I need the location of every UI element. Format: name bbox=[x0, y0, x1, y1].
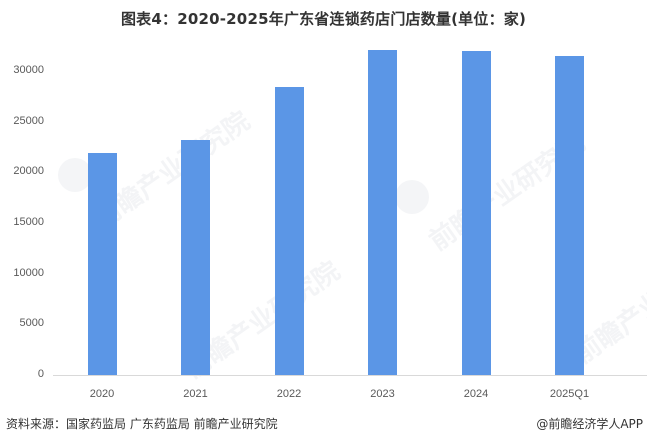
chart-title: 图表4：2020-2025年广东省连锁药店门店数量(单位：家) bbox=[120, 10, 527, 28]
bar-2025Q1 bbox=[555, 55, 584, 375]
watermark-logo-icon bbox=[395, 180, 429, 214]
x-tick-label: 2021 bbox=[183, 388, 208, 400]
y-tick-label: 10000 bbox=[13, 266, 44, 279]
bar-2021 bbox=[181, 139, 210, 375]
x-tick-label: 2023 bbox=[370, 388, 395, 400]
x-tick-label: 2020 bbox=[89, 388, 115, 400]
y-tick-label: 0 bbox=[37, 368, 44, 380]
y-tick-label: 30000 bbox=[13, 64, 44, 76]
bar-2020 bbox=[87, 153, 117, 375]
y-tick-label: 5000 bbox=[19, 317, 44, 330]
source-note: 资料来源：国家药监局 广东药监局 前瞻产业研究院 bbox=[6, 417, 278, 431]
bar-2023 bbox=[368, 49, 397, 375]
y-tick-label: 25000 bbox=[13, 114, 44, 127]
bar-2024 bbox=[461, 50, 491, 375]
x-axis-line bbox=[53, 375, 647, 376]
x-tick-label: 2022 bbox=[276, 388, 302, 400]
y-tick-label: 15000 bbox=[13, 216, 44, 228]
x-tick-label: 2024 bbox=[463, 388, 489, 400]
credit-note: @前瞻经济学人APP bbox=[536, 417, 643, 431]
bar-2022 bbox=[274, 87, 304, 375]
y-tick-label: 20000 bbox=[13, 165, 44, 178]
x-tick-label: 2025Q1 bbox=[549, 388, 590, 400]
